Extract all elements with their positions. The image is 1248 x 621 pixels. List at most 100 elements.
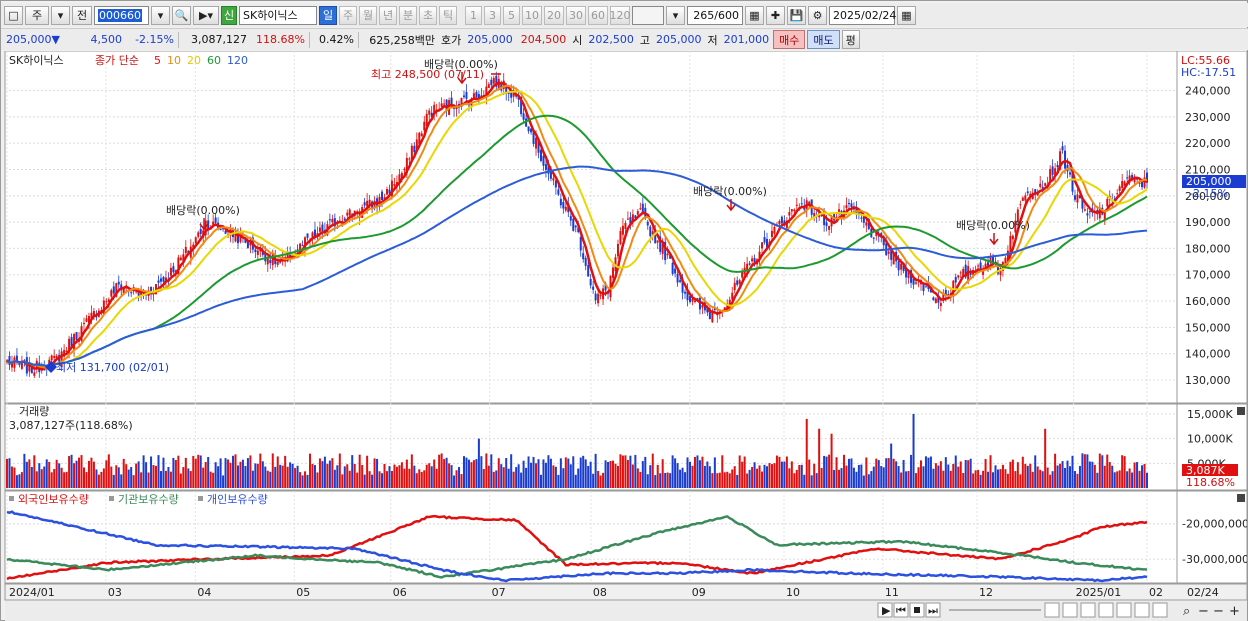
sell-button[interactable]: 매도 (807, 30, 840, 49)
search-icon[interactable]: ⌕ (1183, 604, 1190, 619)
window-icon[interactable]: □ (4, 5, 23, 25)
crosshair-icon[interactable]: ✚ (766, 5, 785, 25)
search-icon[interactable]: 🔍 (172, 5, 191, 25)
magnet-icon[interactable] (1152, 602, 1168, 618)
period-tab-3[interactable]: 년 (379, 5, 397, 25)
zoom-out-icon[interactable]: − (1198, 604, 1209, 619)
price-panel-title: SK하이닉스 (9, 53, 64, 67)
volume-bar (60, 467, 63, 488)
zoom-reset-icon[interactable]: − (1213, 604, 1224, 619)
candle-body (192, 244, 195, 250)
speaker-icon[interactable]: ▶▾ (193, 5, 219, 25)
volume-bar (1133, 462, 1136, 488)
ma-legend-60: 60 (207, 54, 221, 67)
candle-body (122, 287, 125, 294)
calendar-icon[interactable]: ▦ (897, 5, 916, 25)
candle-body (584, 257, 587, 266)
interval-button-1[interactable]: 1 (465, 5, 482, 25)
candle-body (172, 266, 175, 273)
candle-body (795, 204, 798, 206)
volume-bar (708, 466, 711, 488)
period-tab-1[interactable]: 주 (339, 5, 357, 25)
period-tab-5[interactable]: 초 (419, 5, 437, 25)
volume-bar (353, 463, 356, 488)
moving-averages (6, 81, 1148, 371)
interval-button-30[interactable]: 30 (566, 5, 586, 25)
volume-bar (142, 455, 145, 488)
period-tab-2[interactable]: 월 (359, 5, 377, 25)
save-icon[interactable]: 💾 (787, 5, 806, 25)
volume-bar (1121, 455, 1124, 488)
candle-body (366, 200, 369, 207)
chart-area[interactable]: 240,000 230,000 220,000 210,000 200,000 190,0… (1, 51, 1247, 621)
volume-bar (135, 463, 138, 488)
period-tab-6[interactable]: 틱 (439, 5, 457, 25)
volume-bar (847, 458, 850, 488)
volume-bar (969, 458, 972, 488)
new-badge[interactable]: 신 (221, 5, 237, 25)
candle-body (381, 191, 384, 201)
date-input[interactable]: 2025/02/24 (829, 5, 896, 25)
volume-bar (197, 454, 200, 488)
prev-button[interactable]: 전 (72, 5, 92, 25)
volume-bar (53, 469, 56, 488)
candle-body (224, 230, 227, 234)
interval-button-20[interactable]: 20 (544, 5, 564, 25)
candle-body (1116, 193, 1119, 195)
volume-bar (214, 462, 217, 488)
code-dropdown-icon[interactable]: ▾ (151, 5, 170, 25)
interval-button-5[interactable]: 5 (503, 5, 520, 25)
volume-bar (510, 454, 513, 488)
volume-bar (857, 464, 860, 488)
buy-button[interactable]: 매수 (773, 30, 806, 49)
volume-bar (172, 457, 175, 488)
volume-bar (766, 466, 768, 488)
eval-button[interactable]: 평 (841, 30, 860, 49)
chevron-down-icon[interactable]: ▾ (51, 5, 70, 25)
pencil-icon[interactable] (1098, 602, 1114, 618)
close-icon[interactable] (1237, 494, 1245, 502)
grid-icon[interactable]: ▦ (745, 5, 764, 25)
volume-bar (1073, 471, 1076, 488)
candle-body (420, 133, 423, 137)
candle-body (736, 280, 739, 285)
interval-button-60[interactable]: 60 (588, 5, 608, 25)
first-icon[interactable] (893, 602, 909, 618)
candle-body (877, 235, 880, 237)
volume-bar (646, 474, 649, 488)
volume-bar (1056, 465, 1059, 488)
candle-body (825, 222, 828, 226)
stock-code-input[interactable]: 000660 (94, 5, 149, 25)
period-main-select[interactable]: 주 (25, 5, 49, 25)
gear-icon[interactable]: ⚙ (808, 5, 827, 25)
volume-bar (232, 455, 235, 488)
last-icon[interactable] (925, 602, 941, 618)
count-input[interactable]: 265/600 (687, 5, 743, 25)
volume-bar (641, 461, 644, 488)
candle-body (1059, 151, 1062, 170)
fib-tool-icon[interactable] (1062, 602, 1078, 618)
interval-button-10[interactable]: 10 (522, 5, 542, 25)
draw-tool-icon[interactable] (1080, 602, 1096, 618)
volume-bar (780, 461, 783, 488)
volume-bar (343, 466, 346, 488)
erase-icon[interactable] (1134, 602, 1150, 618)
volume-bar (1098, 453, 1101, 488)
line-tool-icon[interactable] (1044, 602, 1060, 618)
volume-bar (207, 457, 210, 488)
extra-input[interactable] (632, 5, 664, 25)
interval-button-3[interactable]: 3 (484, 5, 501, 25)
scroll-right-icon[interactable] (877, 602, 893, 618)
close-icon[interactable] (1237, 407, 1245, 415)
count-dropdown-icon[interactable]: ▾ (666, 5, 685, 25)
volume-bar (813, 463, 816, 488)
zoom-in-icon[interactable]: + (1229, 604, 1240, 619)
volume-bar (619, 454, 622, 488)
period-tab-0[interactable]: 일 (319, 5, 337, 25)
volume-bar (393, 464, 396, 488)
cross-tool-icon[interactable] (1116, 602, 1132, 618)
volume-bar (433, 459, 436, 488)
period-tab-4[interactable]: 분 (399, 5, 417, 25)
volume-bar (229, 462, 232, 488)
interval-button-120[interactable]: 120 (610, 5, 631, 25)
